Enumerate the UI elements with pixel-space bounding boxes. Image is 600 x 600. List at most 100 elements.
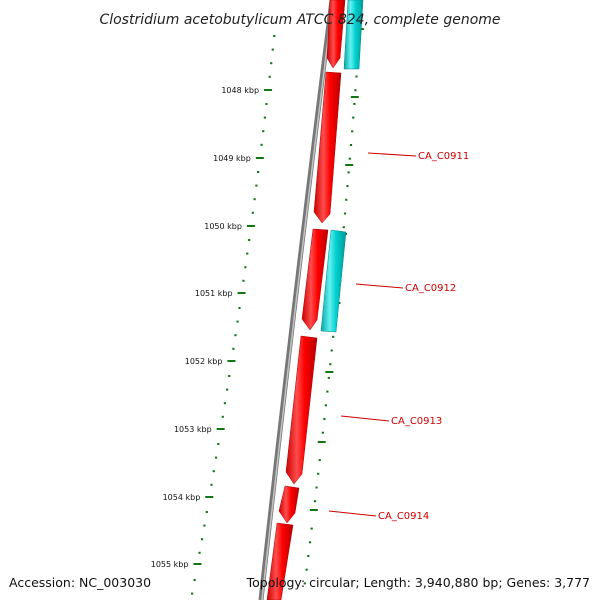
- outer-minor-tick: [310, 527, 313, 530]
- minor-tick: [210, 483, 213, 486]
- forward-gene-feature[interactable]: [266, 522, 294, 600]
- major-tick: [264, 89, 273, 91]
- outer-major-tick: [325, 371, 334, 373]
- minor-tick: [228, 375, 231, 377]
- gene-label[interactable]: CA_C0914: [378, 511, 429, 522]
- minor-tick: [238, 307, 241, 309]
- minor-tick: [212, 470, 215, 473]
- outer-major-tick: [350, 96, 359, 98]
- gene-label-leader: [355, 283, 404, 289]
- outer-minor-tick: [347, 171, 350, 174]
- outer-minor-tick: [323, 418, 326, 420]
- minor-tick: [265, 103, 268, 105]
- tick-label: 1051 kbp: [195, 289, 233, 298]
- minor-tick: [221, 415, 224, 418]
- minor-tick: [248, 239, 251, 241]
- outer-minor-tick: [345, 198, 348, 201]
- tick-label: 1049 kbp: [213, 154, 251, 163]
- minor-tick: [263, 116, 266, 119]
- forward-gene-feature[interactable]: [326, 0, 346, 69]
- minor-tick: [260, 143, 263, 146]
- minor-tick: [191, 592, 194, 595]
- major-tick: [216, 428, 225, 430]
- gene-labels: CA_C0911 CA_C0912 CA_C0913 CA_C0914: [328, 151, 469, 522]
- major-tick: [255, 157, 264, 159]
- tick-label: 1055 kbp: [151, 560, 189, 569]
- outer-minor-tick: [315, 486, 318, 489]
- outer-major-tick: [309, 509, 318, 511]
- minor-tick: [246, 252, 249, 255]
- tick-label: 1050 kbp: [204, 222, 242, 231]
- outer-minor-tick: [303, 582, 306, 585]
- forward-gene-feature[interactable]: [313, 71, 342, 224]
- gene-label-leader: [328, 510, 377, 517]
- minor-tick: [234, 334, 237, 337]
- gene-label-leader: [340, 415, 390, 422]
- outer-minor-tick: [342, 226, 345, 229]
- outer-minor-tick: [330, 349, 333, 352]
- minor-tick: [270, 62, 273, 65]
- tick-label: 1053 kbp: [174, 425, 212, 434]
- minor-tick: [257, 171, 260, 173]
- accession-text: Accession: NC_003030: [9, 575, 151, 590]
- outer-minor-tick: [354, 89, 357, 92]
- major-tick: [227, 360, 236, 362]
- major-tick: [193, 563, 202, 565]
- forward-gene-feature[interactable]: [278, 485, 300, 524]
- gene-label[interactable]: CA_C0913: [391, 416, 442, 427]
- features: [266, 0, 364, 600]
- minor-tick: [253, 198, 256, 201]
- map-title: Clostridium acetobutylicum ATCC 824, com…: [99, 12, 500, 28]
- minor-tick: [271, 48, 274, 51]
- minor-tick: [223, 402, 227, 405]
- tick-label: 1052 kbp: [185, 357, 223, 366]
- ruler: 1048 kbp 1049 kbp 1050 kbp 1051 kbp 1052 kbp…: [151, 7, 364, 595]
- minor-tick: [225, 388, 229, 391]
- major-tick: [246, 225, 255, 227]
- outer-minor-tick: [346, 185, 349, 188]
- minor-tick: [203, 524, 206, 527]
- outer-minor-tick: [305, 568, 308, 571]
- outer-minor-tick: [324, 404, 327, 407]
- backbone-inner: [261, 0, 334, 600]
- minor-tick: [262, 130, 265, 133]
- outer-minor-tick: [352, 116, 355, 119]
- backbone-outer: [258, 0, 335, 600]
- forward-gene-feature[interactable]: [301, 228, 329, 331]
- minor-tick: [268, 75, 271, 78]
- minor-tick: [251, 211, 254, 214]
- reverse-gene-feature[interactable]: [343, 0, 364, 70]
- gene-label[interactable]: CA_C0911: [418, 151, 469, 162]
- tick-label: 1048 kbp: [221, 86, 259, 95]
- outer-minor-tick: [307, 555, 310, 557]
- minor-tick: [244, 266, 247, 269]
- outer-minor-tick: [353, 102, 356, 105]
- outer-major-tick: [345, 164, 354, 166]
- outer-minor-tick: [329, 363, 332, 366]
- major-tick: [237, 292, 246, 294]
- gene-label-leader: [367, 152, 417, 157]
- gene-label[interactable]: CA_C0912: [405, 283, 456, 294]
- outer-minor-tick: [349, 144, 353, 146]
- outer-minor-tick: [308, 541, 312, 544]
- outer-major-tick: [317, 441, 326, 443]
- outer-minor-tick: [317, 472, 320, 475]
- reverse-gene-feature[interactable]: [320, 229, 347, 333]
- minor-tick: [232, 347, 235, 350]
- major-tick: [205, 496, 214, 498]
- minor-tick: [217, 443, 220, 445]
- outer-minor-tick: [318, 459, 321, 462]
- minor-tick: [255, 184, 258, 187]
- genome-summary-text: Topology: circular; Length: 3,940,880 bp…: [246, 575, 590, 590]
- outer-minor-tick: [313, 500, 317, 503]
- outer-minor-tick: [321, 431, 324, 434]
- tick-label: 1054 kbp: [163, 493, 201, 502]
- outer-minor-tick: [348, 157, 351, 160]
- minor-tick: [236, 320, 239, 323]
- outer-minor-tick: [343, 212, 347, 215]
- outer-minor-tick: [351, 130, 354, 133]
- minor-tick: [273, 35, 276, 37]
- forward-gene-feature[interactable]: [285, 335, 318, 485]
